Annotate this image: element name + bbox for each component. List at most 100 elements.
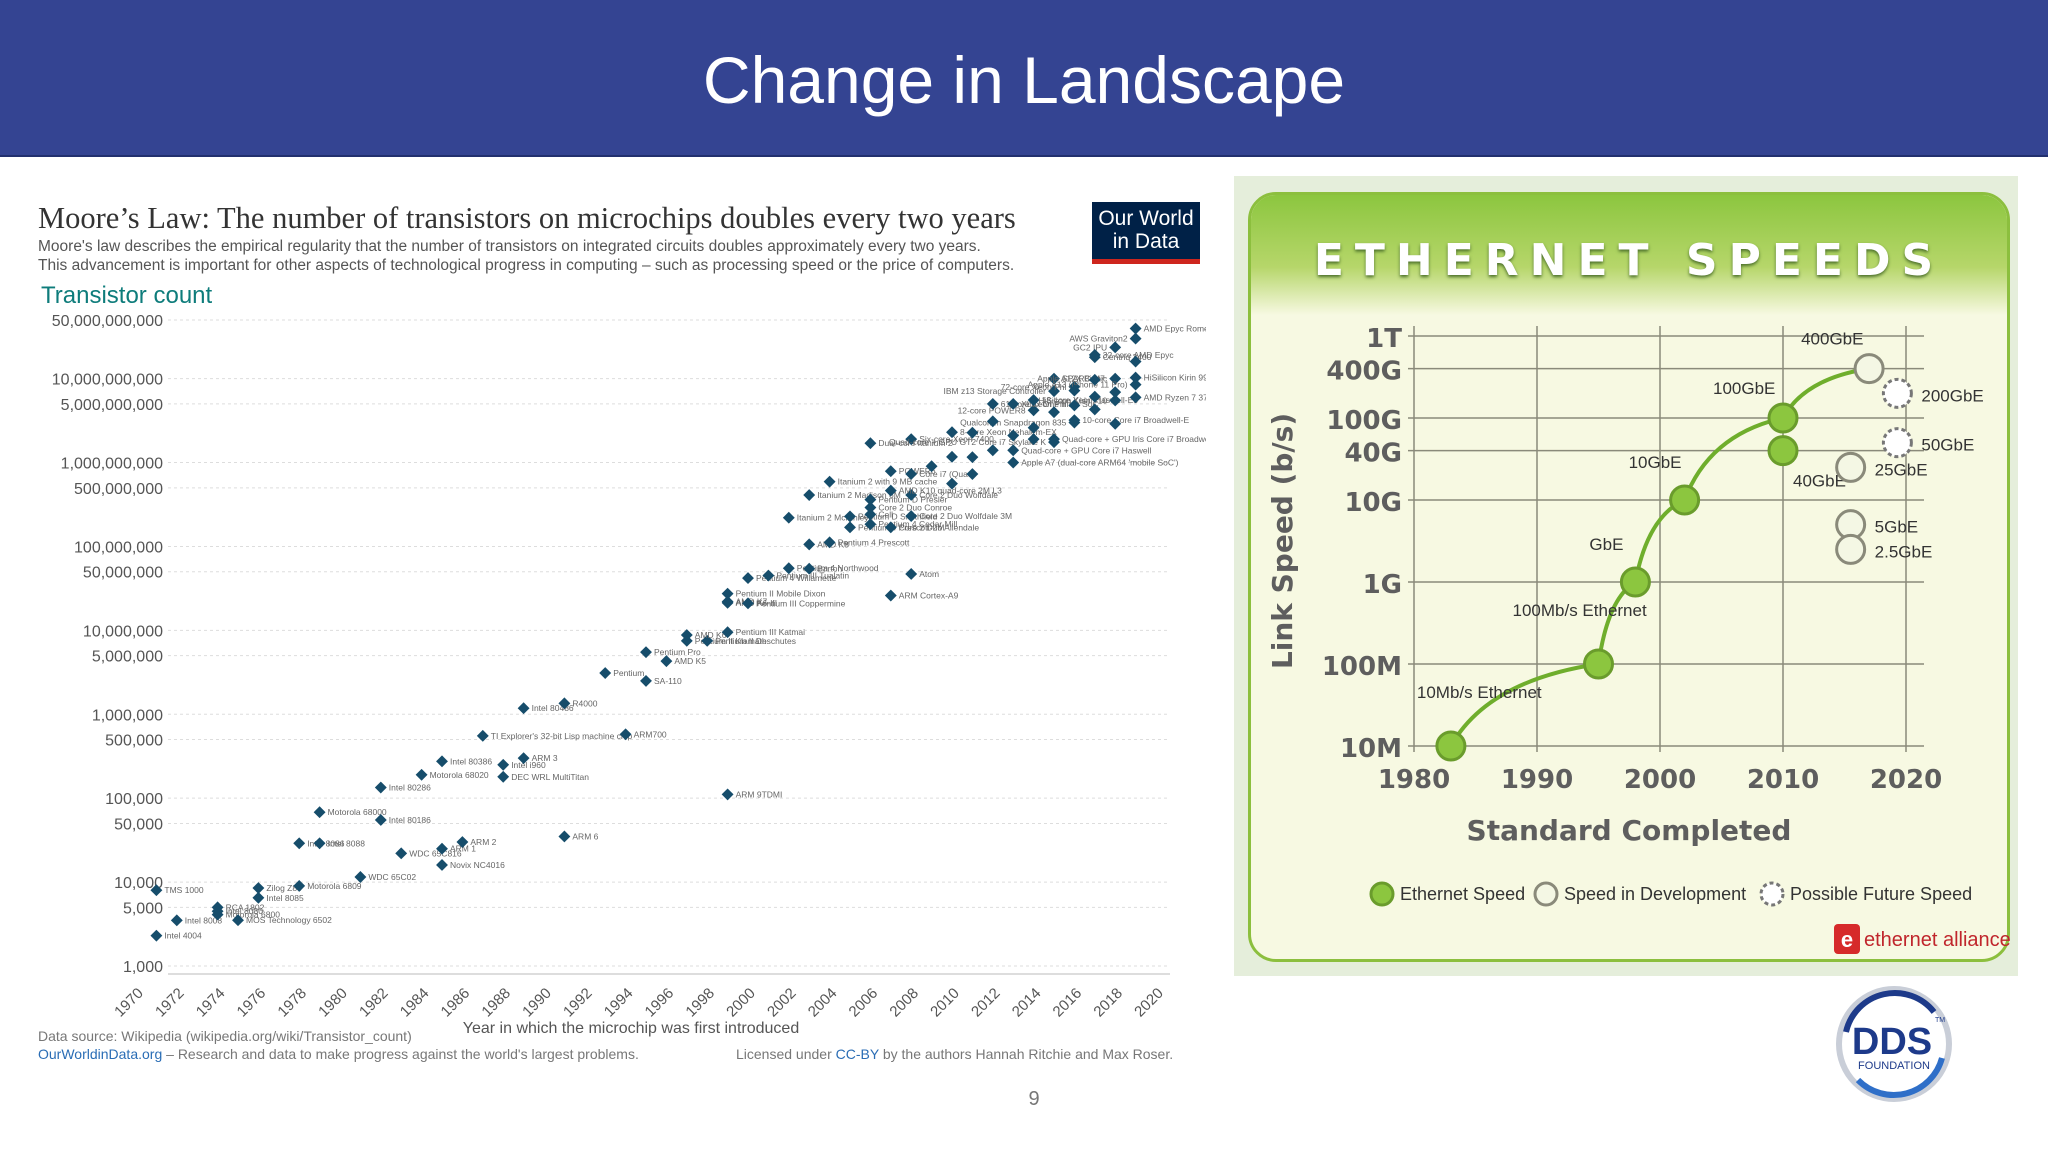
x-tick-label: 2002 xyxy=(764,985,800,1021)
y-tick-label: 5,000 xyxy=(123,900,163,917)
title-bar: Change in Landscape xyxy=(0,0,2048,157)
x-tick-label: 1996 xyxy=(642,985,678,1021)
point-label: WDC 65C02 xyxy=(368,872,416,882)
transistor-point xyxy=(517,702,530,715)
transistor-point xyxy=(599,667,612,679)
point-label: Itanium 2 McKinley xyxy=(797,513,870,523)
eth-point xyxy=(1619,566,1651,598)
logo-arc-bottom xyxy=(1855,1057,1945,1098)
transistor-point xyxy=(517,752,530,765)
transistor-point xyxy=(476,729,489,742)
transistor-point xyxy=(864,437,877,450)
y-axis-label: Transistor count xyxy=(41,282,213,309)
eth-point xyxy=(1669,484,1701,516)
point-label: Intel 8008 xyxy=(185,915,223,925)
point-label: Quad-core + GPU Core i7 Haswell xyxy=(1021,445,1151,455)
eth-x-tick-label: 2010 xyxy=(1747,765,1819,795)
point-label: Cell xyxy=(878,509,893,519)
point-label: 18-core Xeon Haswell-E5 xyxy=(1042,395,1139,405)
y-tick-label: 1,000,000 xyxy=(92,707,163,724)
x-tick-label: 1982 xyxy=(356,985,392,1021)
point-label: MOS Technology 6502 xyxy=(246,915,332,925)
point-label: ARM 6 xyxy=(572,831,598,841)
point-label: Intel 8086 xyxy=(307,838,345,848)
point-label: Intel 80286 xyxy=(389,783,431,793)
transistor-point xyxy=(150,929,163,942)
point-label: Core 2 Duo Wolfdale 3M xyxy=(919,511,1012,521)
x-tick-label: 2020 xyxy=(1131,985,1167,1021)
y-tick-label: 5,000,000 xyxy=(92,649,163,666)
transistor-point xyxy=(884,484,897,497)
point-label: Novix NC4016 xyxy=(450,860,505,870)
point-label: AMD K5 xyxy=(674,656,706,666)
transistor-point xyxy=(436,859,448,871)
point-label: Quad-core + GPU Iris Core i7 Broadwell-U xyxy=(1062,434,1206,444)
transistor-point xyxy=(742,597,754,610)
point-label: Qualcomm Snapdragon 835 xyxy=(960,418,1067,428)
point-label: Apple A7 (dual-core ARM64 'mobile SoC') xyxy=(1021,458,1178,468)
eth-progress-arrow xyxy=(1449,662,1599,747)
transistor-point xyxy=(884,465,897,478)
moore-plot: 50,000,000,000 10,000,000,000 5,000,000,00… xyxy=(52,313,1206,1037)
eth-point-label: 200GbE xyxy=(1921,386,1983,405)
point-label: Pentium 4 Willamette xyxy=(756,573,837,583)
x-tick-label: 1986 xyxy=(438,985,474,1021)
x-tick-label: 2000 xyxy=(723,985,759,1021)
transistor-point xyxy=(803,489,816,501)
x-tick-label: 1974 xyxy=(193,985,229,1021)
point-label: DEC WRL MultiTitan xyxy=(511,772,589,782)
eth-y-tick-label: 100G xyxy=(1326,406,1402,436)
transistor-point xyxy=(1129,332,1142,345)
y-tick-label: 1,000 xyxy=(123,959,163,976)
transistor-point xyxy=(884,589,897,602)
eth-x-tick-label: 2000 xyxy=(1624,765,1696,795)
point-label: Apple A13 (iPhone 11 Pro) xyxy=(1028,380,1128,390)
eth-point-label: 10Mb/s Ethernet xyxy=(1417,683,1542,702)
transistor-point xyxy=(905,433,918,446)
eth-x-axis-label: Standard Completed xyxy=(1467,814,1792,847)
point-label: Pentium III Tualatin xyxy=(776,571,849,581)
license-link[interactable]: CC-BY xyxy=(835,1046,879,1062)
owid-link[interactable]: OurWorldinData.org xyxy=(38,1046,163,1062)
transistor-point xyxy=(864,493,877,506)
eth-point-label: 5GbE xyxy=(1875,518,1918,537)
point-label: AWS Graviton2 xyxy=(1069,334,1128,344)
x-tick-label: 1984 xyxy=(397,985,433,1021)
logo-text: DDS xyxy=(1852,1021,1932,1063)
brand-name: ethernet alliance xyxy=(1864,929,2011,951)
transistor-point xyxy=(966,451,979,464)
point-label: Pentium III Coppermine xyxy=(756,598,846,608)
point-label: Barton xyxy=(817,564,842,574)
eth-y-tick-label: 100M xyxy=(1322,652,1402,682)
y-tick-label: 1,000,000,000 xyxy=(61,456,163,473)
transistor-point xyxy=(966,468,979,480)
transistor-point xyxy=(782,511,795,524)
eth-y-axis-label: Link Speed (b/s) xyxy=(1266,413,1299,669)
point-label: Pentium II Klamath xyxy=(695,636,767,646)
chart-subtitle-line2: This advancement is important for other … xyxy=(38,257,1015,274)
point-label: Motorola 6800 xyxy=(226,910,281,920)
x-tick-label: 2016 xyxy=(1050,985,1086,1021)
y-tick-label: 50,000,000 xyxy=(83,565,163,582)
eth-y-tick-label: 40G xyxy=(1344,439,1402,469)
point-label: IBM z13 Storage Controller xyxy=(943,386,1046,396)
point-label: Pentium 4 Prescott xyxy=(838,537,910,547)
x-tick-label: 1994 xyxy=(601,985,637,1021)
transistor-point xyxy=(374,781,387,794)
eth-point xyxy=(1835,451,1867,483)
source-description: – Research and data to make progress aga… xyxy=(162,1046,639,1062)
x-axis-label: Year in which the microchip was first in… xyxy=(463,1020,799,1037)
x-tick-label: 2004 xyxy=(805,985,841,1021)
transistor-point xyxy=(1048,436,1060,449)
eth-point-label: 10GbE xyxy=(1629,453,1682,472)
point-label: Intel i960 xyxy=(511,760,546,770)
point-label: Itanium 2 with 9 MB cache xyxy=(838,477,938,487)
point-label: Pentium xyxy=(613,668,644,678)
y-tick-label: 10,000,000,000 xyxy=(52,372,163,389)
x-tick-label: 1988 xyxy=(478,985,514,1021)
eth-point-label: 40GbE xyxy=(1793,472,1846,491)
y-tick-label: 50,000,000,000 xyxy=(52,313,163,330)
eth-point xyxy=(1435,730,1467,762)
eth-point-label: 100GbE xyxy=(1713,379,1775,398)
ethernet-speeds-chart: ETHERNET SPEEDS 1T 400G 100G 40G 10G 1G 100M 10… xyxy=(1234,176,2018,976)
